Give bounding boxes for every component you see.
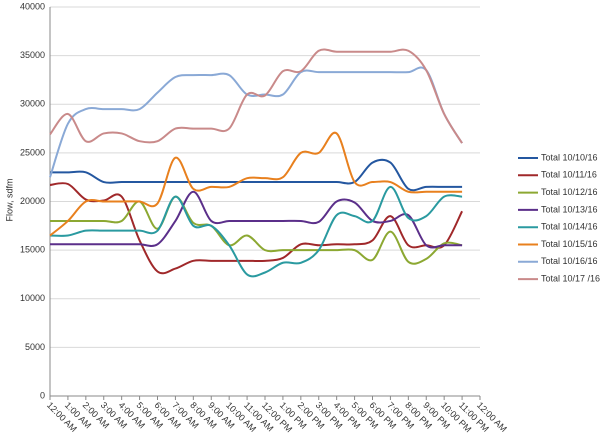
series-line — [49, 185, 463, 278]
y-tick-label: 35000 — [20, 50, 45, 60]
series-line — [49, 182, 463, 275]
legend-label: Total 10/17 /16 — [541, 273, 600, 283]
series-line — [50, 195, 463, 265]
y-axis-label: Flow, sdfm — [4, 178, 14, 221]
series-line — [49, 66, 463, 178]
legend-label: Total 10/10/16 — [541, 152, 598, 162]
legend-label: Total 10/16/16 — [541, 256, 598, 266]
y-tick-label: 10000 — [20, 293, 45, 303]
y-tick-label: 25000 — [20, 147, 45, 157]
y-tick-label: 0 — [40, 390, 45, 400]
legend-label: Total 10/15/16 — [541, 239, 598, 249]
y-tick-label: 15000 — [20, 245, 45, 255]
series-line — [49, 131, 463, 237]
y-tick-label: 40000 — [20, 1, 45, 11]
legend-label: Total 10/12/16 — [541, 187, 598, 197]
legend-label: Total 10/14/16 — [541, 222, 598, 232]
legend-label: Total 10/13/16 — [541, 204, 598, 214]
series-line — [49, 48, 463, 144]
series-line — [50, 158, 463, 192]
legend-label: Total 10/11/16 — [541, 170, 597, 180]
y-tick-label: 5000 — [25, 342, 45, 352]
series-line — [50, 190, 463, 249]
y-tick-label: 30000 — [20, 99, 45, 109]
y-tick-label: 20000 — [20, 196, 45, 206]
